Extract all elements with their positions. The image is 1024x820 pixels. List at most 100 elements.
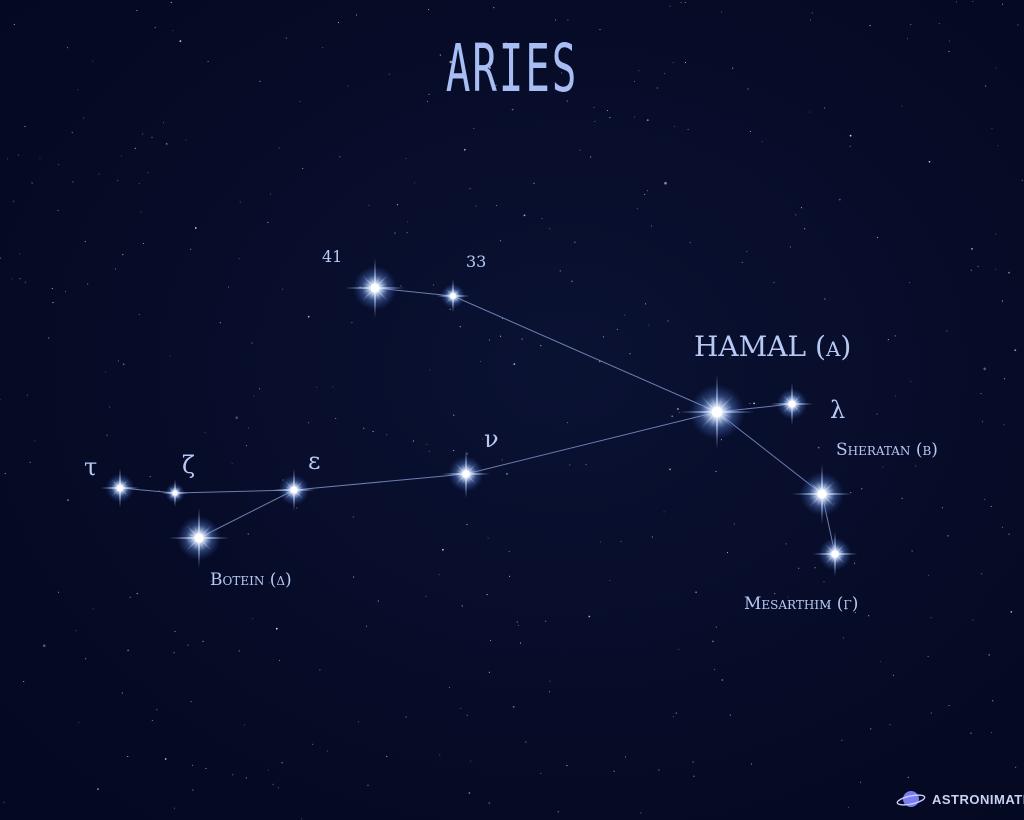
background-star	[506, 473, 508, 475]
background-star	[613, 770, 615, 772]
constellation-title: ARIES	[445, 30, 579, 107]
background-star	[173, 807, 176, 809]
background-star	[516, 621, 518, 623]
background-star	[808, 111, 811, 113]
background-star	[136, 593, 138, 595]
background-star	[609, 117, 611, 119]
background-star	[296, 507, 298, 509]
background-star	[651, 225, 653, 227]
background-star	[499, 240, 501, 242]
background-star	[823, 581, 825, 583]
background-star	[892, 674, 894, 676]
background-star	[170, 1, 172, 3]
background-star	[991, 127, 993, 129]
background-star	[13, 200, 15, 202]
label-lambda: λ	[830, 396, 846, 424]
background-star	[267, 221, 269, 223]
background-star	[910, 380, 912, 382]
background-star	[388, 73, 390, 75]
constellation-stars	[100, 258, 858, 577]
brand-name: ASTRONIMATE	[932, 791, 1024, 807]
background-star	[817, 446, 820, 449]
background-star	[648, 324, 650, 326]
background-star	[561, 72, 563, 74]
background-star	[519, 642, 521, 644]
background-star	[995, 233, 997, 235]
background-star	[633, 80, 636, 83]
background-star	[470, 760, 472, 762]
background-star	[798, 567, 800, 569]
background-star	[282, 288, 284, 290]
background-star	[555, 19, 557, 21]
background-star	[120, 155, 122, 157]
brand-logo: ASTRONIMATE	[896, 788, 1024, 810]
background-star	[800, 207, 803, 209]
background-star	[680, 1, 682, 4]
background-star	[785, 543, 787, 545]
background-star	[999, 806, 1002, 808]
background-star	[947, 535, 949, 537]
background-star	[646, 119, 649, 121]
background-star	[672, 716, 674, 718]
background-star	[279, 659, 281, 661]
background-star	[172, 30, 174, 32]
background-star	[889, 724, 891, 726]
background-star	[540, 345, 542, 347]
background-star	[1014, 349, 1017, 352]
background-star	[439, 54, 441, 56]
background-star	[599, 541, 602, 543]
background-star	[741, 261, 743, 263]
background-star	[138, 313, 140, 315]
background-star	[363, 427, 365, 429]
label-epsilon: ε	[308, 447, 321, 475]
background-star	[442, 548, 444, 551]
background-star	[439, 754, 441, 756]
background-star	[677, 408, 679, 410]
background-star	[824, 107, 826, 109]
background-star	[1003, 424, 1005, 426]
background-star	[34, 440, 36, 442]
background-star	[663, 511, 665, 513]
background-star	[750, 763, 752, 765]
background-star	[162, 122, 165, 124]
label-nu: ν	[484, 425, 499, 453]
background-star	[984, 498, 986, 501]
background-star	[83, 117, 85, 119]
label-33: 33	[466, 252, 487, 271]
background-star	[105, 371, 107, 373]
background-star	[505, 42, 507, 44]
background-star	[721, 679, 724, 681]
background-star	[449, 60, 453, 64]
background-star	[870, 728, 872, 730]
background-star	[571, 280, 573, 282]
background-star	[127, 755, 129, 758]
background-star	[821, 337, 823, 339]
background-star	[773, 282, 775, 284]
background-star	[156, 709, 158, 711]
background-star	[684, 61, 686, 64]
background-star	[307, 315, 310, 318]
background-star	[980, 393, 982, 395]
background-star	[48, 337, 50, 339]
background-star	[405, 157, 407, 160]
background-star	[190, 701, 192, 703]
background-star	[887, 339, 889, 341]
background-star	[386, 434, 388, 436]
background-star	[151, 719, 153, 722]
background-star	[179, 40, 182, 42]
background-star	[405, 716, 407, 718]
background-star	[540, 772, 542, 774]
background-star	[930, 712, 932, 714]
background-star	[117, 180, 119, 182]
background-star	[599, 361, 601, 363]
background-star	[859, 781, 862, 783]
background-star	[1001, 300, 1003, 302]
background-star	[524, 741, 527, 743]
background-star	[712, 640, 714, 643]
background-star	[651, 536, 653, 538]
background-star	[75, 630, 77, 632]
background-star	[268, 582, 270, 584]
background-star	[13, 23, 15, 25]
background-star	[238, 650, 240, 652]
